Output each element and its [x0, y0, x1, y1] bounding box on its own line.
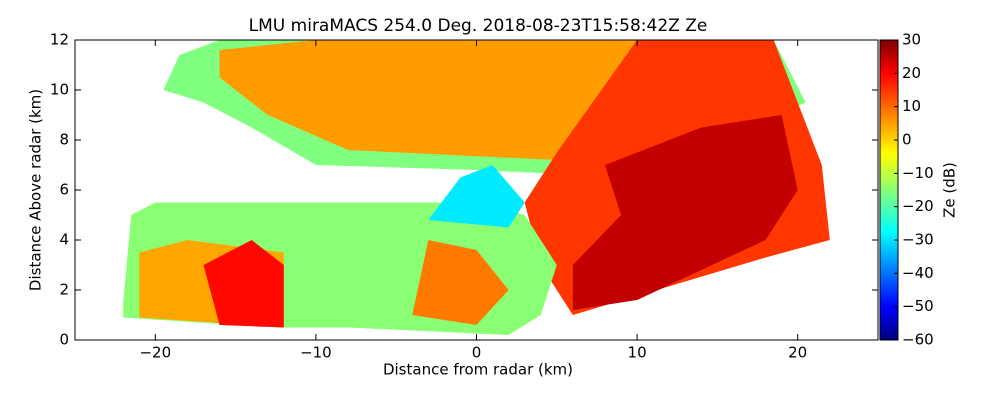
chart-title: LMU miraMACS 254.0 Deg. 2018-08-23T15:58…: [249, 16, 708, 36]
colorbar: [879, 39, 899, 341]
colorbar-tick-label: 10: [902, 97, 921, 115]
colorbar-tick-label: 20: [902, 64, 921, 82]
colorbar-tick-label: −40: [902, 264, 934, 282]
x-axis-label: Distance from radar (km): [383, 361, 573, 379]
x-tick-label: −20: [139, 344, 171, 362]
ze-region: [572, 115, 798, 310]
colorbar-tick-label: −10: [902, 164, 934, 182]
y-tick-label: 12: [50, 31, 69, 49]
y-tick-label: 2: [59, 281, 69, 299]
colorbar-tick-label: −60: [902, 331, 934, 349]
plot-area: [123, 40, 830, 335]
x-tick-label: 0: [472, 344, 482, 362]
y-tick-label: 0: [59, 331, 69, 349]
colorbar-tick-label: −30: [902, 231, 934, 249]
y-tick-label: 8: [59, 131, 69, 149]
ze-region: [412, 240, 509, 325]
ze-region: [428, 165, 525, 228]
x-tick-label: 10: [628, 344, 647, 362]
colorbar-tick-label: −20: [902, 197, 934, 215]
colorbar-tick-label: 0: [902, 131, 912, 149]
x-tick-label: −10: [300, 344, 332, 362]
colorbar-tick-label: −50: [902, 297, 934, 315]
x-tick-label: 20: [788, 344, 807, 362]
y-tick-label: 4: [59, 231, 69, 249]
ze-region: [203, 240, 284, 328]
y-axis-label: Distance Above radar (km): [27, 89, 45, 291]
y-tick-label: 10: [50, 81, 69, 99]
colorbar-label: Ze (dB): [941, 162, 959, 218]
y-tick-label: 6: [59, 181, 69, 199]
colorbar-tick-label: 30: [902, 31, 921, 49]
